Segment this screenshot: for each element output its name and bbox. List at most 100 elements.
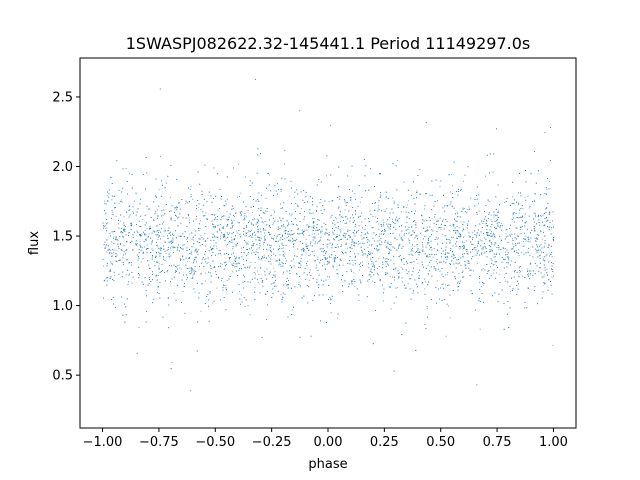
data-point bbox=[223, 204, 225, 206]
data-point bbox=[138, 220, 140, 222]
data-point bbox=[417, 249, 419, 251]
data-point bbox=[519, 266, 521, 267]
data-point bbox=[459, 233, 461, 235]
data-point bbox=[196, 282, 198, 284]
data-point bbox=[466, 227, 468, 229]
data-point bbox=[259, 240, 261, 242]
data-point bbox=[501, 257, 503, 259]
data-point bbox=[545, 218, 547, 219]
data-point bbox=[263, 248, 264, 250]
data-point bbox=[120, 249, 122, 251]
data-point bbox=[244, 266, 245, 268]
data-point bbox=[441, 268, 443, 269]
data-point bbox=[261, 221, 263, 223]
data-point bbox=[104, 203, 106, 205]
data-point bbox=[160, 252, 162, 254]
data-point bbox=[226, 232, 228, 234]
data-point bbox=[494, 242, 496, 244]
data-point bbox=[433, 205, 435, 207]
data-point bbox=[414, 279, 416, 281]
data-point bbox=[174, 207, 176, 209]
data-point bbox=[442, 250, 444, 252]
data-point bbox=[291, 234, 293, 235]
data-point bbox=[500, 225, 502, 227]
data-point bbox=[504, 202, 506, 203]
data-point bbox=[431, 194, 433, 196]
data-point bbox=[106, 203, 107, 205]
data-point bbox=[469, 269, 471, 271]
data-point bbox=[517, 242, 519, 244]
data-point bbox=[374, 202, 376, 204]
data-point bbox=[508, 259, 509, 261]
data-point bbox=[410, 278, 412, 280]
data-point bbox=[549, 253, 551, 255]
data-point bbox=[225, 203, 227, 205]
data-point bbox=[550, 254, 552, 255]
data-point bbox=[103, 280, 105, 282]
data-point bbox=[187, 237, 188, 239]
data-point bbox=[198, 230, 200, 231]
data-point bbox=[184, 231, 186, 233]
data-point bbox=[194, 250, 196, 252]
data-point bbox=[354, 263, 356, 265]
data-point bbox=[501, 261, 503, 263]
data-point bbox=[525, 170, 526, 171]
data-point bbox=[194, 291, 196, 293]
data-point bbox=[115, 260, 117, 262]
data-point bbox=[426, 230, 428, 232]
data-point bbox=[256, 248, 258, 250]
data-point bbox=[338, 206, 340, 208]
data-point bbox=[374, 282, 376, 283]
data-point bbox=[262, 285, 264, 287]
data-point bbox=[515, 227, 517, 229]
data-point bbox=[514, 199, 515, 201]
data-point bbox=[425, 328, 427, 329]
data-point bbox=[224, 205, 226, 207]
data-point bbox=[265, 293, 267, 295]
data-point bbox=[365, 190, 366, 192]
data-point bbox=[350, 197, 352, 198]
data-point bbox=[241, 256, 243, 258]
data-point bbox=[550, 281, 551, 282]
data-point bbox=[506, 266, 508, 268]
data-point bbox=[270, 245, 272, 247]
data-point bbox=[377, 218, 379, 219]
data-point bbox=[211, 220, 213, 222]
data-point bbox=[162, 316, 164, 318]
data-point bbox=[232, 252, 234, 254]
data-point bbox=[236, 266, 238, 268]
data-point bbox=[205, 280, 206, 282]
data-point bbox=[438, 237, 439, 239]
data-point bbox=[219, 230, 221, 231]
data-point bbox=[387, 247, 389, 249]
data-point bbox=[358, 241, 359, 242]
data-point bbox=[292, 233, 294, 235]
data-point bbox=[500, 239, 502, 241]
data-point bbox=[354, 280, 356, 282]
data-point bbox=[279, 254, 281, 256]
data-point bbox=[225, 284, 227, 286]
data-point bbox=[337, 243, 338, 245]
data-point bbox=[207, 261, 209, 263]
data-point bbox=[260, 259, 262, 261]
data-point bbox=[354, 286, 356, 287]
data-point bbox=[467, 209, 469, 211]
data-point bbox=[504, 238, 506, 240]
data-point bbox=[458, 281, 459, 283]
data-point bbox=[430, 299, 432, 300]
data-point bbox=[549, 181, 551, 183]
data-point bbox=[248, 221, 249, 223]
data-point bbox=[243, 201, 244, 203]
data-point bbox=[463, 180, 464, 182]
data-point bbox=[405, 229, 407, 231]
data-point bbox=[291, 314, 293, 315]
data-point bbox=[304, 249, 305, 251]
data-point bbox=[272, 224, 274, 226]
data-point bbox=[235, 261, 236, 262]
data-point bbox=[336, 233, 338, 235]
data-point bbox=[289, 250, 291, 251]
data-point bbox=[244, 213, 246, 215]
data-point bbox=[468, 267, 470, 269]
data-point bbox=[518, 192, 519, 194]
data-point bbox=[501, 240, 502, 241]
